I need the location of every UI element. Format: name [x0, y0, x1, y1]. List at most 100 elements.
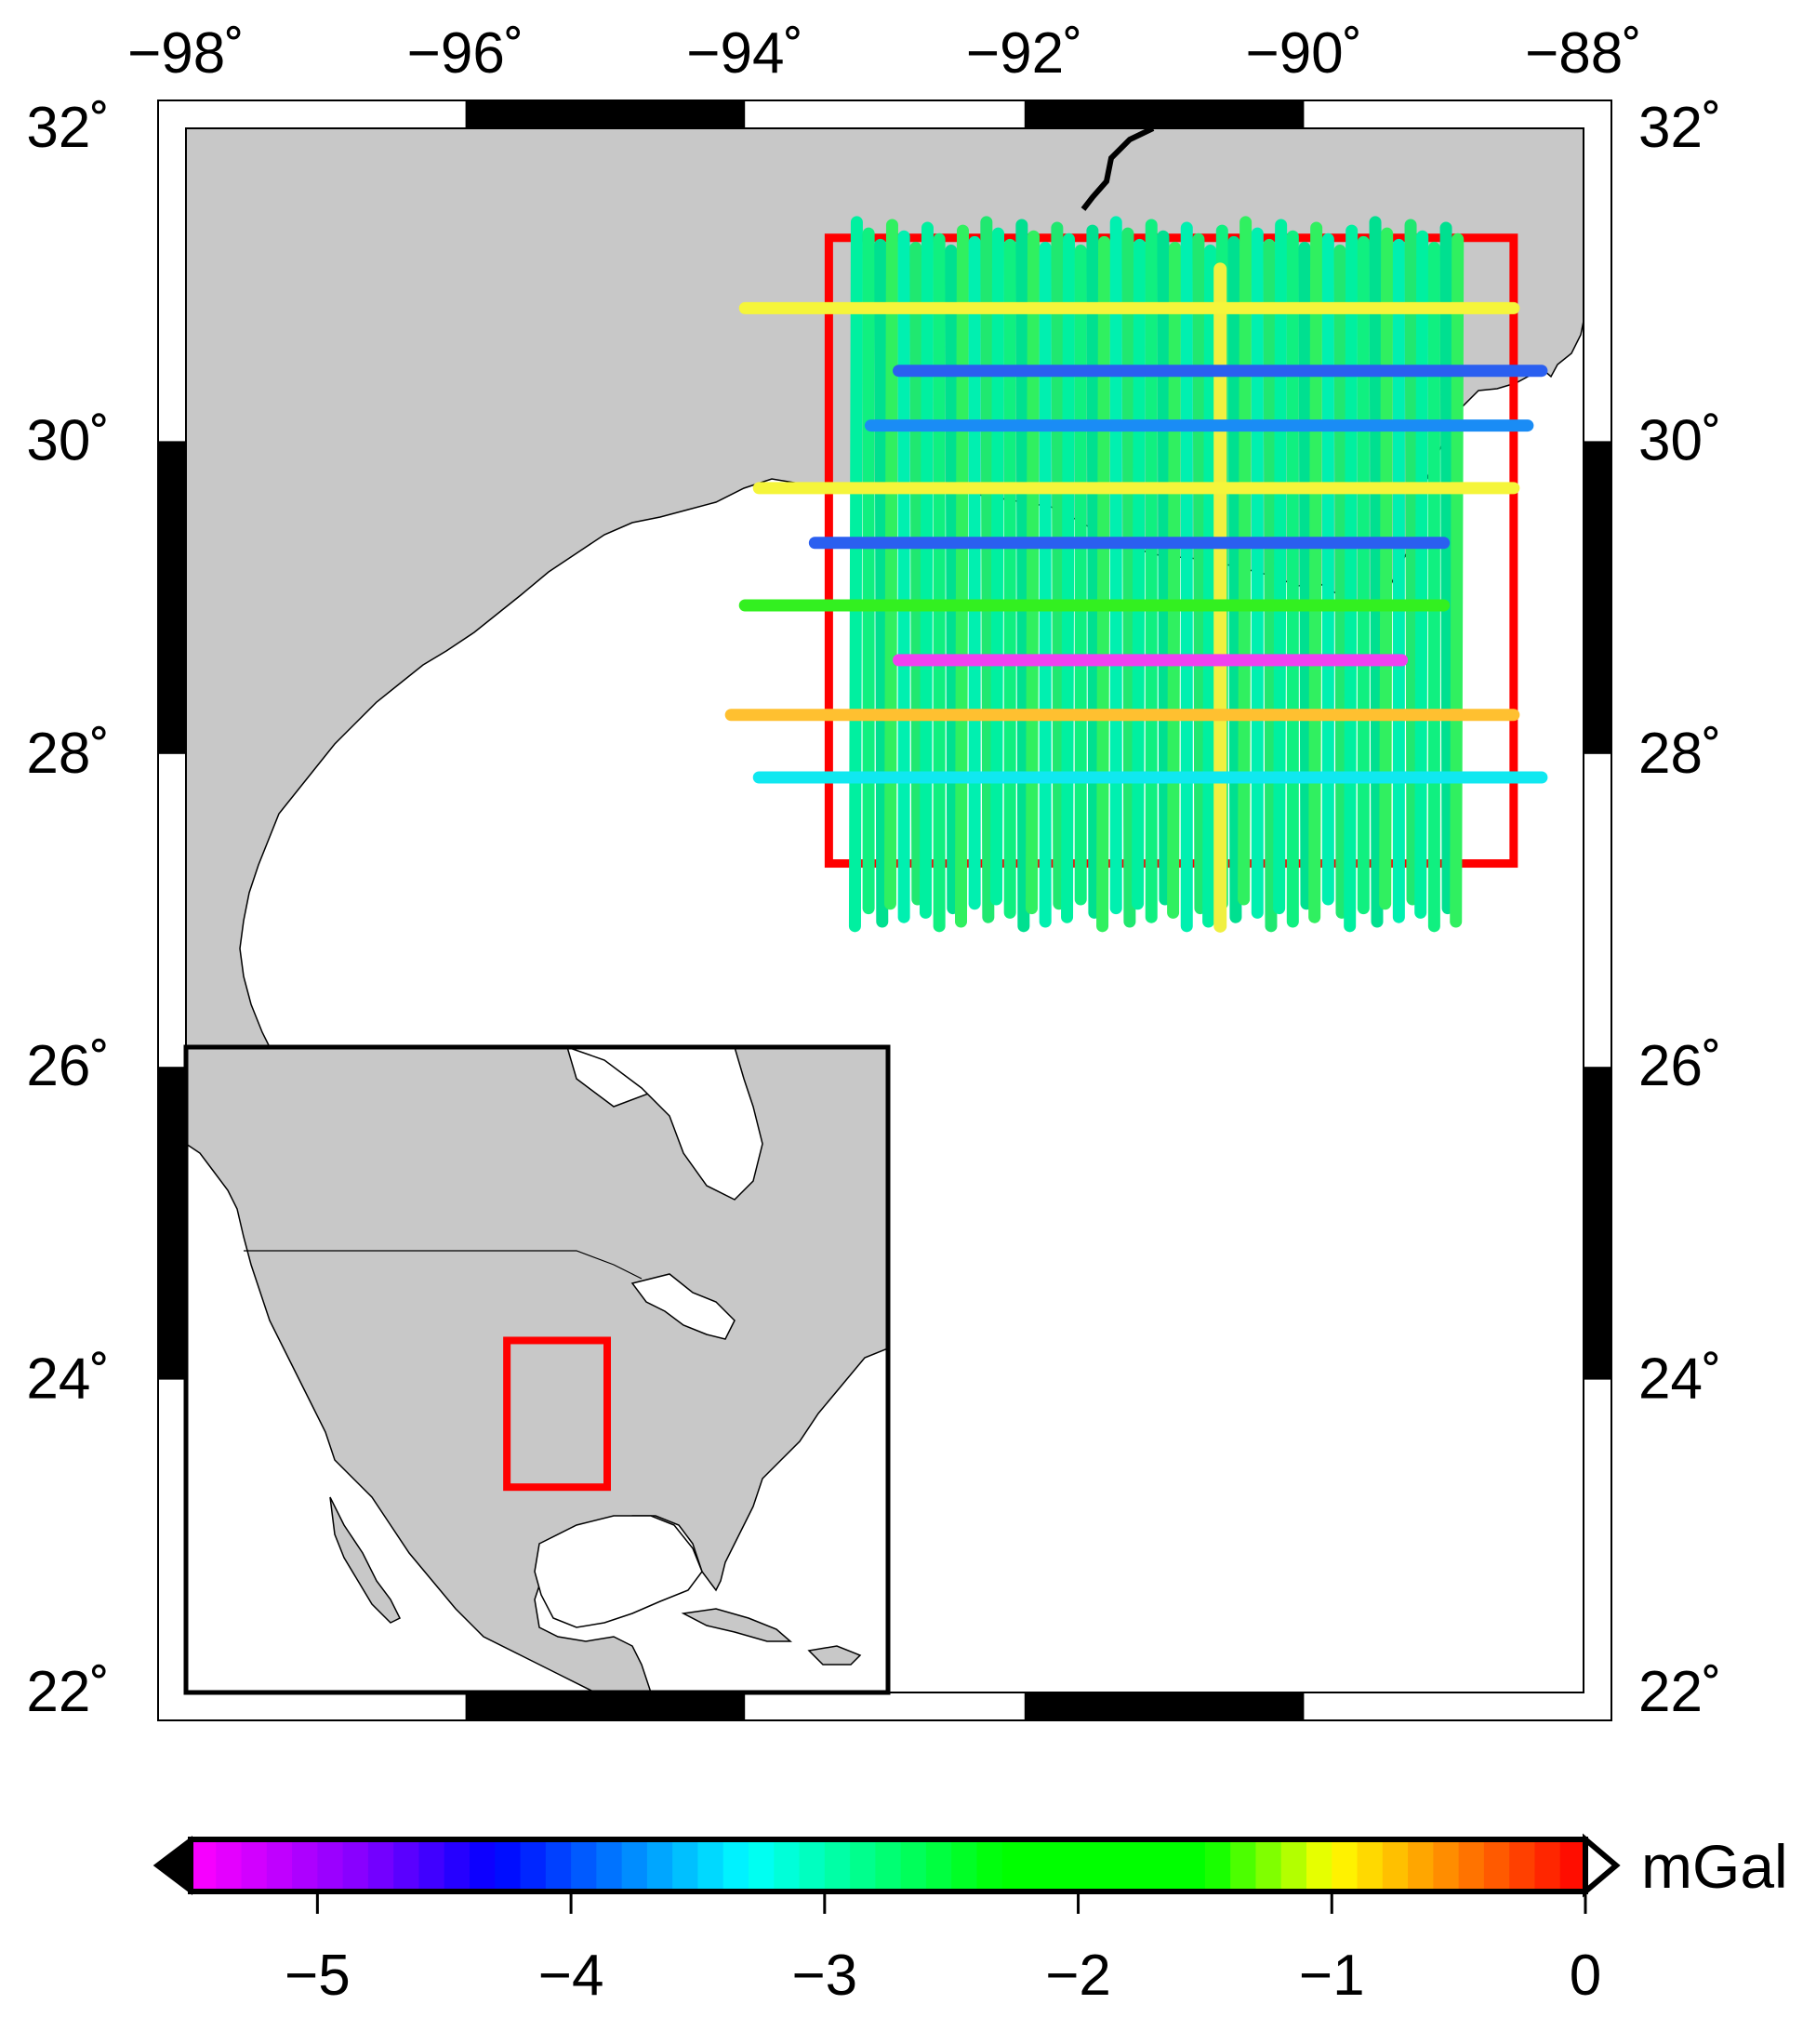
ns-survey-line [954, 224, 969, 928]
colorbar-cell [367, 1839, 394, 1891]
lat-tick-label-left: 24˚ [26, 1347, 110, 1412]
ns-survey-line [1096, 235, 1111, 933]
ns-survey-line [1227, 235, 1242, 923]
colorbar-cell [292, 1839, 318, 1891]
colorbar-cell [342, 1839, 369, 1891]
ns-survey-line [848, 216, 863, 933]
frame-bar-top [465, 100, 746, 128]
colorbar-right-arrow [1583, 1833, 1621, 1898]
colorbar-tick-label: −2 [1045, 1944, 1111, 2008]
inset-land-north-america [186, 1047, 888, 1692]
colorbar-cell [672, 1839, 699, 1891]
colorbar-cell [1078, 1839, 1105, 1891]
ns-survey-line [1026, 230, 1041, 915]
colorbar-cells [191, 1839, 1586, 1891]
ns-survey-line [1157, 230, 1172, 906]
colorbar-cell [749, 1839, 775, 1891]
longitude-labels-top: −98˚ −96˚ −94˚ −92˚ −90˚ −88˚ [127, 21, 1642, 86]
colorbar-cell [1027, 1839, 1054, 1891]
colorbar-cell [799, 1839, 826, 1891]
north-south-survey-lines [848, 216, 1465, 933]
colorbar-tick-label: −5 [285, 1944, 351, 2008]
ns-survey-line [1450, 232, 1465, 928]
ns-survey-line [1167, 241, 1182, 919]
frame-bar-top [1024, 100, 1305, 128]
lon-tick-label: −92˚ [966, 21, 1083, 86]
inset-land-baja [329, 1496, 402, 1624]
ns-survey-line [1121, 227, 1136, 928]
colorbar-cell [875, 1839, 902, 1891]
inset-study-area-box [503, 1336, 612, 1492]
ns-survey-line [1308, 221, 1323, 923]
ns-survey-line [1061, 232, 1076, 923]
lat-tick-label-left: 28˚ [26, 722, 110, 786]
colorbar-cell [1534, 1839, 1561, 1891]
ns-survey-line [1273, 219, 1288, 915]
lon-tick-label: −88˚ [1525, 21, 1642, 86]
colorbar: −5 −4 −3 −2 −1 0 mGal [152, 1832, 1788, 2008]
ns-survey-line [919, 221, 934, 919]
inset-great-lakes [630, 1273, 736, 1340]
lat-tick-label-left: 26˚ [26, 1034, 110, 1098]
colorbar-cell [900, 1839, 927, 1891]
lat-tick-label-left: 32˚ [26, 96, 110, 160]
map-frame [157, 100, 1612, 1721]
colorbar-cell [266, 1839, 293, 1891]
colorbar-cell [1306, 1839, 1332, 1891]
colorbar-tick-label: −4 [538, 1944, 604, 2008]
lon-tick-label: −96˚ [407, 21, 524, 86]
colorbar-cell [470, 1839, 496, 1891]
ns-survey-line [1369, 216, 1384, 928]
colorbar-cell [216, 1839, 243, 1891]
east-west-survey-lines [724, 301, 1548, 784]
ns-survey-line [1132, 238, 1147, 910]
colorbar-cell [495, 1839, 522, 1891]
colorbar-ticks: −5 −4 −3 −2 −1 0 [285, 1891, 1601, 2008]
colorbar-cell [1280, 1839, 1307, 1891]
frame-outer [157, 100, 1612, 1721]
ns-survey-line [1051, 221, 1066, 910]
lat-tick-label-right: 32˚ [1638, 96, 1722, 160]
colorbar-cell [697, 1839, 724, 1891]
colorbar-cell [191, 1839, 217, 1891]
colorbar-cell [925, 1839, 952, 1891]
colorbar-cell [1408, 1839, 1434, 1891]
frame-bar-right [1584, 1067, 1611, 1380]
ns-survey-line [980, 216, 995, 923]
ns-survey-line [1086, 224, 1101, 919]
colorbar-cell [722, 1839, 749, 1891]
colorbar-cell [1458, 1839, 1485, 1891]
inset-border-us-canada [244, 1250, 643, 1280]
inset-land-hispaniola [807, 1645, 862, 1666]
inset-gulf-of-mexico [534, 1515, 703, 1628]
ns-survey-line [909, 241, 924, 906]
colorbar-cell [520, 1839, 547, 1891]
lat-tick-label-left: 30˚ [26, 408, 110, 472]
colorbar-cell [1382, 1839, 1409, 1891]
ns-survey-line [945, 245, 960, 915]
colorbar-cell [1154, 1839, 1181, 1891]
inset-hudson-bay [566, 1047, 763, 1201]
colorbar-cell [444, 1839, 471, 1891]
latitude-labels-right: 22˚ 24˚ 26˚ 28˚ 30˚ 32˚ [1638, 96, 1722, 1724]
colorbar-cell [621, 1839, 648, 1891]
lat-tick-label-right: 30˚ [1638, 408, 1722, 472]
lat-tick-label-right: 26˚ [1638, 1034, 1722, 1098]
colorbar-cell [774, 1839, 801, 1891]
colorbar-tick-label: −3 [791, 1944, 857, 2008]
inset-map [183, 1044, 891, 1695]
ns-survey-line [1192, 232, 1207, 915]
colorbar-cell [571, 1839, 597, 1891]
colorbar-cell [1103, 1839, 1130, 1891]
frame-bar-right [1584, 441, 1611, 754]
colorbar-cell [1001, 1839, 1028, 1891]
colorbar-cell [393, 1839, 420, 1891]
ns-survey-line [1015, 219, 1030, 933]
inset-frame [183, 1044, 891, 1695]
ns-survey-line [1333, 245, 1348, 919]
colorbar-cell [951, 1839, 978, 1891]
colorbar-cell [1053, 1839, 1080, 1891]
colorbar-cell [1332, 1839, 1359, 1891]
colorbar-cell [824, 1839, 851, 1891]
lat-tick-label-left: 22˚ [26, 1660, 110, 1724]
